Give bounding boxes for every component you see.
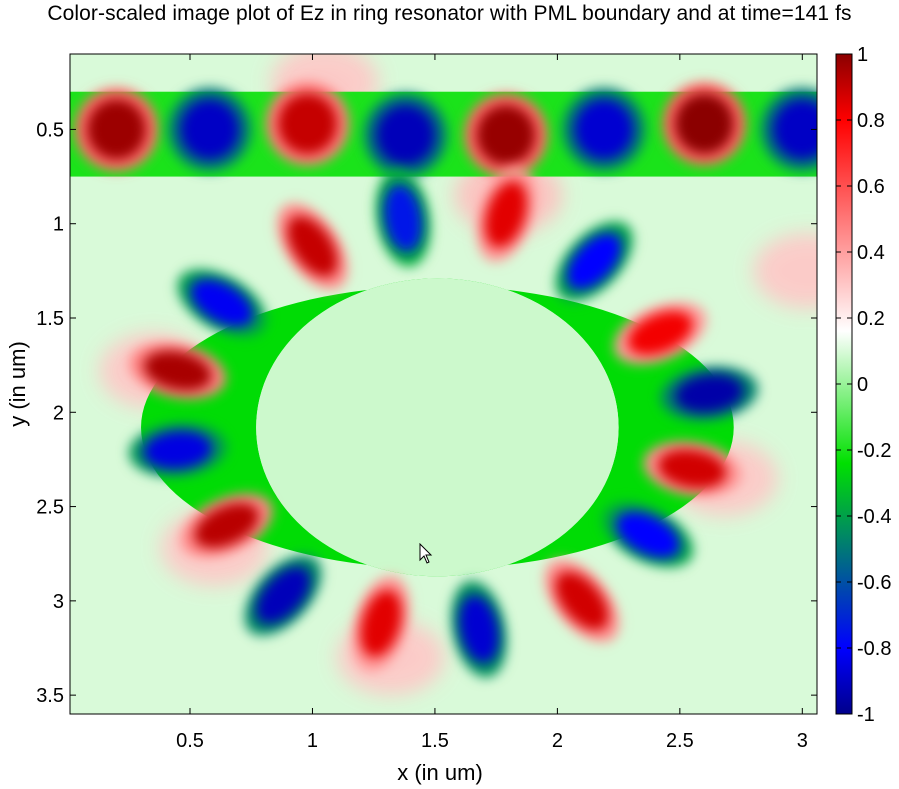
ring-lobe	[256, 566, 311, 624]
colorbar-tick-label: 1	[857, 44, 868, 66]
waveguide-lobe	[476, 104, 536, 166]
ring-lobe	[658, 449, 727, 489]
colorbar-tick-label: 0.6	[857, 176, 885, 198]
ring-lobe	[143, 430, 212, 470]
x-axis: 0.5 1 1.5 2 2.5 3	[176, 54, 808, 752]
colorbar-tick-label: -0.8	[857, 638, 891, 660]
ring-lobe	[566, 233, 622, 290]
y-tick-label: 2.5	[36, 497, 64, 519]
ring-lobe	[144, 350, 212, 391]
x-tick-label: 3	[797, 730, 808, 752]
ring-lobe	[675, 374, 744, 413]
ring-lobe	[383, 184, 423, 253]
y-tick-label: 1.5	[36, 308, 64, 330]
colorbar-tick-label: 0.2	[857, 308, 885, 330]
colorbar-tick-label: 0	[857, 374, 868, 396]
colorbar-tick-label: -0.4	[857, 506, 891, 528]
x-tick-label: 2.5	[666, 730, 694, 752]
colorbar-ticks: 1 0.8 0.6 0.4 0.2 0 -0.2 -0.4 -0.6 -0.8 -1	[836, 44, 891, 726]
plot-frame	[69, 53, 818, 715]
waveguide-lobe	[772, 99, 817, 160]
ring-lobe	[360, 590, 402, 657]
colorbar-tick-label: -0.6	[857, 572, 891, 594]
x-tick-label: 2	[552, 730, 563, 752]
ring-lobe	[287, 216, 338, 277]
y-tick-label: 3	[53, 591, 64, 613]
waveguide-lobe	[574, 99, 634, 160]
ring-lobe	[616, 511, 680, 558]
x-axis-label: x (in um)	[397, 760, 483, 785]
y-axis-label: y (in um)	[5, 341, 30, 427]
colorbar-tick-label: 0.4	[857, 242, 885, 264]
y-axis: 0.5 1 1.5 2 2.5 3 3.5	[36, 119, 817, 707]
x-tick-label: 1	[307, 730, 318, 752]
waveguide-lobe	[278, 93, 337, 154]
waveguide-lobe	[180, 99, 239, 160]
mouse-pointer-icon	[419, 543, 433, 564]
x-tick-label: 1.5	[421, 730, 449, 752]
waveguide-lobe	[376, 104, 435, 166]
waveguide-lobe	[674, 93, 734, 154]
ring-core	[256, 278, 619, 577]
colorbar-tick-label: 0.8	[857, 110, 885, 132]
ring-lobe	[190, 279, 254, 327]
y-tick-label: 3.5	[36, 685, 64, 707]
waveguide-lobe	[87, 99, 146, 160]
x-tick-label: 0.5	[176, 730, 204, 752]
y-tick-label: 2	[53, 402, 64, 424]
colorbar-tick-label: -1	[857, 704, 875, 726]
ring-lobe	[627, 311, 693, 355]
ring-lobe	[459, 595, 499, 663]
ring-lobe	[555, 571, 609, 630]
plot-area	[70, 54, 817, 714]
field-halo	[753, 233, 817, 309]
y-tick-label: 0.5	[36, 119, 64, 141]
chart-title: Color-scaled image plot of Ez in ring re…	[47, 2, 852, 25]
y-tick-label: 1	[53, 214, 64, 236]
colorbar-tick-label: -0.2	[857, 440, 891, 462]
ring-lobe	[485, 181, 527, 248]
ring-lobe	[194, 503, 259, 548]
